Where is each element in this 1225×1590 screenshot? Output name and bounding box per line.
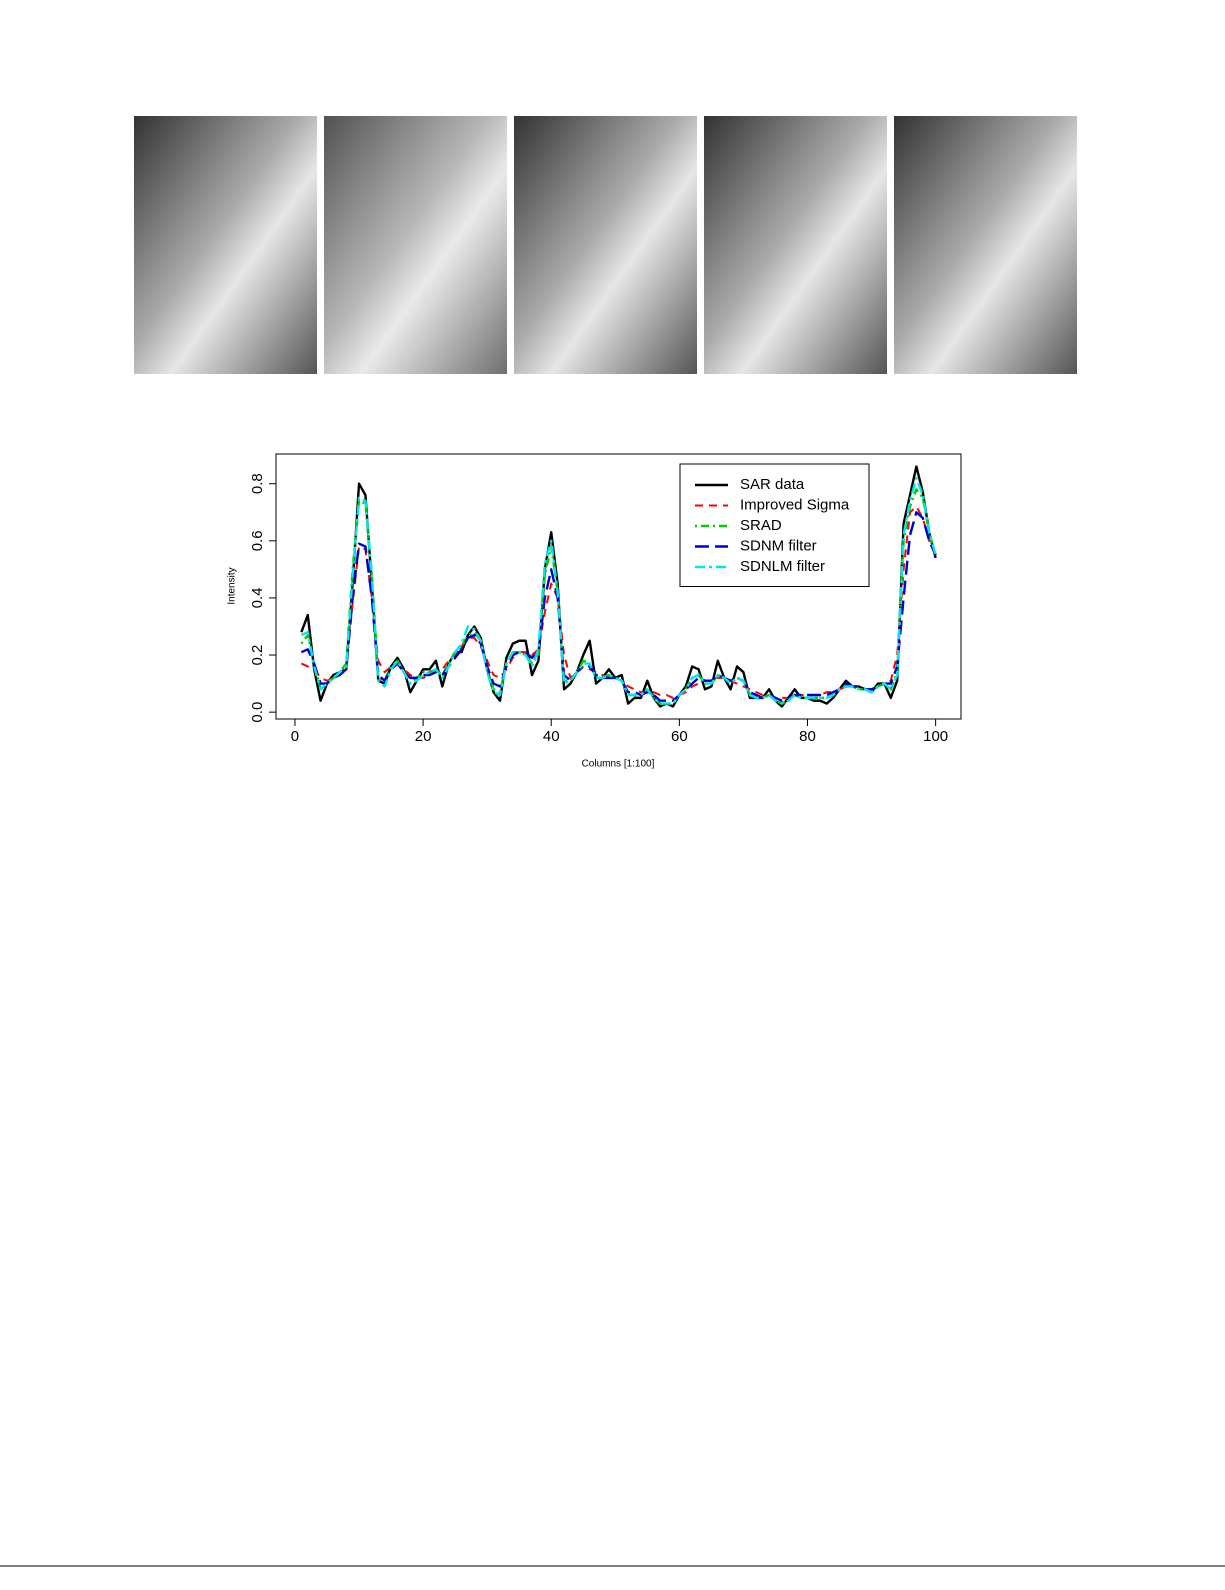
y-axis-label: Intensity bbox=[227, 567, 238, 604]
image-panels bbox=[134, 116, 1077, 374]
series-line bbox=[300, 476, 937, 705]
y-tick-label: 0.8 bbox=[249, 473, 266, 494]
x-tick-label: 20 bbox=[415, 728, 432, 745]
x-axis-label: Columns [1:100] bbox=[582, 759, 655, 770]
legend-label: SDNLM filter bbox=[740, 558, 825, 575]
legend-label: Improved Sigma bbox=[740, 496, 850, 513]
x-tick-label: 80 bbox=[799, 728, 816, 745]
image-panel bbox=[514, 116, 697, 374]
x-tick-label: 0 bbox=[291, 728, 299, 745]
x-tick-label: 100 bbox=[923, 728, 948, 745]
series-line bbox=[300, 465, 937, 708]
image-panel bbox=[894, 116, 1077, 374]
legend-label: SRAD bbox=[740, 517, 782, 534]
y-tick-label: 0.4 bbox=[249, 587, 266, 608]
x-tick-label: 60 bbox=[671, 728, 688, 745]
y-tick-label: 0.0 bbox=[249, 702, 266, 723]
legend-label: SAR data bbox=[740, 476, 805, 493]
x-tick-label: 40 bbox=[543, 728, 560, 745]
y-tick-label: 0.6 bbox=[249, 530, 266, 551]
image-panel bbox=[134, 116, 317, 374]
y-tick-label: 0.2 bbox=[249, 645, 266, 666]
image-panel bbox=[704, 116, 887, 374]
series-line bbox=[300, 511, 937, 702]
image-panel bbox=[324, 116, 507, 374]
legend-label: SDNM filter bbox=[740, 537, 817, 554]
